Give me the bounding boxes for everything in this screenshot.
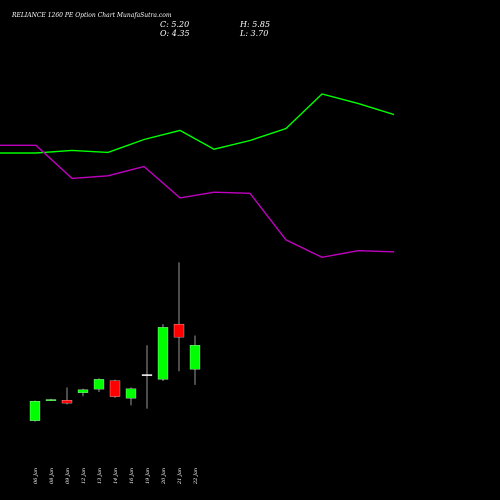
candle-body (93, 379, 105, 390)
candle (29, 400, 41, 422)
candle (93, 378, 105, 393)
candlesticks (29, 262, 201, 422)
high-value: H: 5.85 (239, 20, 270, 29)
candle (173, 262, 185, 372)
x-tick-label: 06 Jan (33, 468, 39, 484)
candle-body (45, 399, 57, 401)
chart-title: RELIANCE 1260 PE Option Chart MunafaSutr… (11, 12, 172, 19)
magenta-indicator-line (0, 144, 395, 259)
x-tick-label: 16 Jan (129, 468, 135, 484)
candle (141, 345, 153, 409)
candle (45, 398, 57, 402)
candle (157, 324, 169, 381)
candle-body (125, 388, 137, 399)
candle (77, 388, 89, 397)
overlay-lines (0, 93, 395, 259)
low-value: L: 3.70 (239, 29, 268, 38)
candle-body (109, 380, 121, 397)
candle-body (141, 374, 153, 376)
open-value: O: 4.35 (160, 29, 190, 38)
candle-body (189, 345, 201, 370)
x-tick-label: 20 Jan (161, 468, 167, 485)
candle (125, 387, 137, 406)
candle (189, 335, 201, 385)
x-tick-label: 13 Jan (97, 468, 103, 484)
green-indicator-line (0, 93, 395, 154)
x-tick-label: 22 Jan (193, 468, 199, 485)
x-tick-label: 12 Jan (81, 468, 87, 484)
candle (61, 387, 73, 405)
candle-body (77, 389, 89, 393)
candle-body (157, 327, 169, 380)
x-tick-label: 21 Jan (177, 468, 183, 485)
x-tick-label: 14 Jan (113, 468, 119, 484)
candle-body (173, 323, 185, 338)
candle (109, 379, 121, 398)
x-tick-label: 08 Jan (49, 468, 55, 484)
x-axis: 06 Jan 08 Jan 09 Jan 12 Jan 13 Jan 14 Jan 16 J… (33, 468, 199, 485)
candle-body (29, 400, 41, 421)
candle-body (61, 400, 73, 404)
x-tick-label: 09 Jan (65, 468, 71, 484)
close-value: C: 5.20 (160, 20, 189, 29)
x-tick-label: 19 Jan (145, 468, 151, 484)
